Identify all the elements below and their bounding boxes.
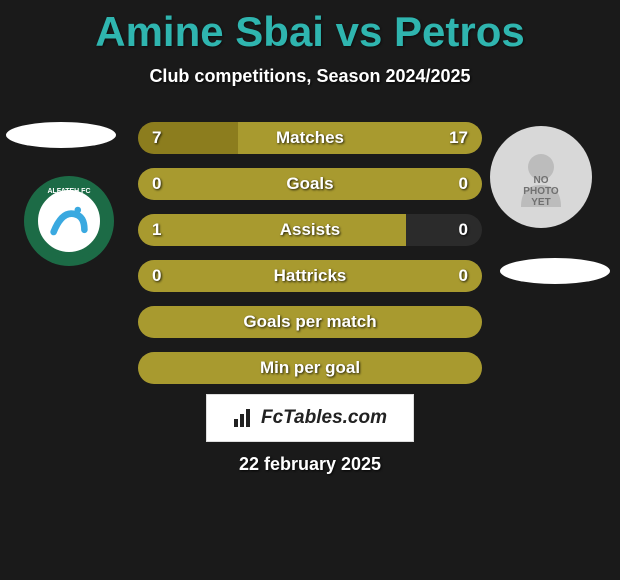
stat-row: Assists10: [138, 214, 482, 246]
footer-site-text: FcTables.com: [261, 407, 387, 429]
left-club-badge: ALFATEH FC: [24, 176, 114, 266]
stat-value-right: 17: [449, 128, 468, 148]
stat-value-left: 7: [152, 128, 161, 148]
stat-bar-full: [138, 260, 482, 292]
stat-value-left: 0: [152, 174, 161, 194]
stat-row: Goals per match: [138, 306, 482, 338]
left-player-ellipse: [6, 122, 116, 148]
page-title: Amine Sbai vs Petros: [0, 0, 620, 56]
stat-bar-right: [238, 122, 482, 154]
stat-value-right: 0: [459, 220, 468, 240]
right-player-photo-placeholder: NOPHOTOYET: [490, 126, 592, 228]
stat-bar-full: [138, 168, 482, 200]
stat-value-left: 1: [152, 220, 161, 240]
stat-value-right: 0: [459, 174, 468, 194]
no-photo-text: NOPHOTOYET: [490, 175, 592, 208]
right-player-ellipse: [500, 258, 610, 284]
stat-row: Hattricks00: [138, 260, 482, 292]
footer-site-badge: FcTables.com: [206, 394, 414, 442]
stat-bar-full: [138, 306, 482, 338]
stat-bar-left: [138, 214, 406, 246]
stats-container: Matches717Goals00Assists10Hattricks00Goa…: [138, 122, 482, 398]
stat-bar-full: [138, 352, 482, 384]
chart-icon: [233, 407, 255, 429]
stat-row: Min per goal: [138, 352, 482, 384]
subtitle: Club competitions, Season 2024/2025: [0, 66, 620, 87]
stat-value-left: 0: [152, 266, 161, 286]
stat-value-right: 0: [459, 266, 468, 286]
date-text: 22 february 2025: [0, 454, 620, 475]
club-badge-text: ALFATEH FC: [47, 188, 90, 195]
stat-row: Goals00: [138, 168, 482, 200]
stat-row: Matches717: [138, 122, 482, 154]
club-swoosh-icon: [47, 199, 91, 243]
